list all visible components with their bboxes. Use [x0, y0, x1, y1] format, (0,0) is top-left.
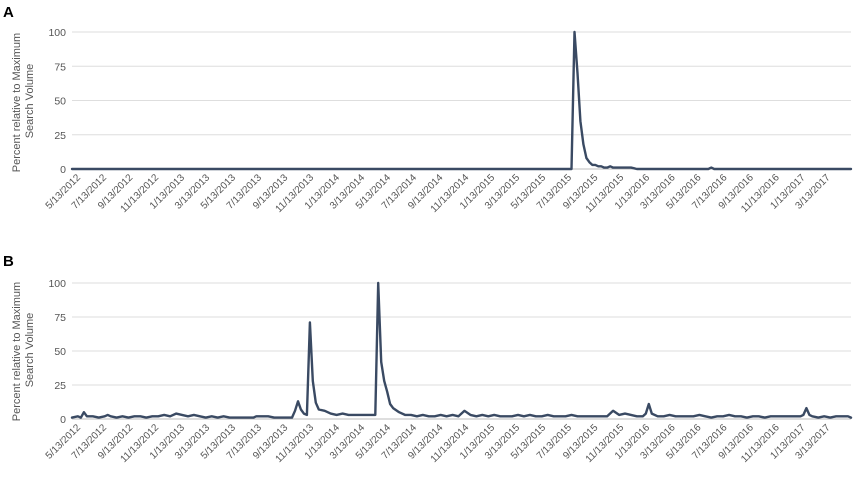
y-axis-label-b: Percent relative to Maximum Search Volum…	[11, 279, 36, 421]
y-axis-label-a-line1: Percent relative to Maximum	[11, 33, 23, 172]
y-tick-label: 50	[54, 346, 66, 358]
y-tick-label: 25	[54, 130, 66, 142]
panel-b: B Percent relative to Maximum Search Vol…	[3, 253, 853, 465]
y-tick-label: 25	[54, 380, 66, 392]
y-axis-label-b-line1: Percent relative to Maximum	[11, 282, 23, 421]
y-axis-label-b-line2: Search Volume	[24, 313, 36, 388]
y-tick-label: 100	[48, 278, 66, 290]
panel-a: A Percent relative to Maximum Search Vol…	[3, 4, 853, 215]
series-line-a	[70, 30, 853, 171]
series-line-b	[70, 281, 853, 419]
y-tick-label: 75	[54, 61, 66, 73]
y-tick-label: 50	[54, 96, 66, 108]
y-ticks-a: 0 25 50 75 100	[48, 27, 66, 176]
x-ticks-a: 5/13/20127/13/20129/13/201211/13/20121/1…	[44, 172, 833, 215]
panel-letter-a: A	[3, 4, 14, 21]
x-ticks-b: 5/13/20127/13/20129/13/201211/13/20121/1…	[44, 422, 833, 465]
gridlines-b	[72, 282, 851, 420]
y-tick-label: 75	[54, 312, 66, 324]
y-axis-label-a: Percent relative to Maximum Search Volum…	[11, 30, 36, 172]
gridlines-a	[72, 31, 851, 170]
y-ticks-b: 0 25 50 75 100	[48, 278, 66, 426]
y-tick-label: 0	[60, 164, 66, 176]
y-tick-label: 0	[60, 414, 66, 426]
panel-letter-b: B	[3, 253, 14, 270]
y-axis-label-a-line2: Search Volume	[24, 64, 36, 139]
y-tick-label: 100	[48, 27, 66, 39]
